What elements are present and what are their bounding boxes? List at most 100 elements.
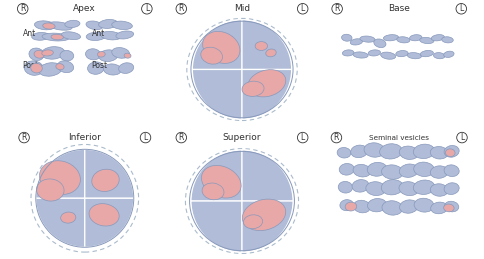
Wedge shape [36,149,85,198]
Ellipse shape [399,164,419,177]
Ellipse shape [92,169,119,191]
Wedge shape [242,201,293,252]
Text: Post: Post [91,61,108,70]
Ellipse shape [104,64,121,75]
Ellipse shape [112,48,130,58]
Ellipse shape [201,166,241,198]
Ellipse shape [61,32,80,40]
Ellipse shape [413,144,435,159]
Ellipse shape [112,21,132,30]
Ellipse shape [40,161,80,195]
Ellipse shape [116,31,134,39]
Ellipse shape [86,49,101,60]
Ellipse shape [266,49,276,57]
Text: R: R [334,133,339,142]
Ellipse shape [119,63,134,73]
Ellipse shape [353,52,368,58]
Ellipse shape [399,146,419,160]
Text: L: L [459,4,463,13]
Ellipse shape [65,20,80,27]
Ellipse shape [340,200,354,211]
Ellipse shape [47,22,72,30]
Ellipse shape [444,201,459,212]
Ellipse shape [364,143,385,157]
Ellipse shape [442,37,454,43]
Ellipse shape [353,200,370,213]
Ellipse shape [34,51,45,58]
Ellipse shape [396,51,408,57]
Ellipse shape [337,147,351,158]
Ellipse shape [420,51,433,57]
Ellipse shape [431,202,448,214]
Ellipse shape [338,182,352,193]
Wedge shape [36,198,85,247]
Ellipse shape [24,61,44,75]
Ellipse shape [352,179,369,192]
Ellipse shape [431,35,444,41]
Wedge shape [85,198,134,247]
Text: Apex: Apex [74,4,96,13]
Ellipse shape [202,183,224,200]
Ellipse shape [60,212,76,223]
Ellipse shape [351,145,368,158]
Ellipse shape [430,184,448,196]
Text: Seminal vesicles: Seminal vesicles [369,135,429,141]
Ellipse shape [420,37,434,44]
Ellipse shape [88,62,104,74]
Text: R: R [179,4,184,13]
Text: L: L [301,4,305,13]
Wedge shape [242,69,292,119]
Ellipse shape [342,50,354,56]
Ellipse shape [444,165,459,177]
Ellipse shape [86,21,103,30]
Ellipse shape [360,36,375,42]
Text: L: L [143,133,148,142]
Ellipse shape [97,52,105,57]
Ellipse shape [41,47,65,59]
Ellipse shape [36,179,64,201]
Ellipse shape [30,63,42,73]
Text: Inferior: Inferior [68,133,101,142]
Ellipse shape [383,35,398,41]
Ellipse shape [42,33,70,41]
Ellipse shape [99,50,118,61]
Ellipse shape [379,144,402,159]
Wedge shape [242,20,292,69]
Ellipse shape [201,47,223,64]
Ellipse shape [374,39,386,48]
Ellipse shape [366,182,386,196]
Ellipse shape [434,53,445,59]
Text: Mid: Mid [234,4,250,13]
Ellipse shape [345,202,357,211]
Wedge shape [192,69,242,119]
Ellipse shape [31,32,49,40]
Ellipse shape [39,63,62,76]
Ellipse shape [414,162,434,176]
Ellipse shape [409,35,422,41]
Ellipse shape [339,163,354,175]
Wedge shape [85,149,134,198]
Ellipse shape [242,81,264,96]
Ellipse shape [413,180,435,195]
Ellipse shape [86,32,106,40]
Ellipse shape [397,37,410,43]
Ellipse shape [42,50,53,56]
Text: R: R [20,4,25,13]
Ellipse shape [350,39,363,45]
Ellipse shape [51,34,63,40]
Ellipse shape [381,165,403,179]
Ellipse shape [243,215,263,229]
Ellipse shape [56,64,64,70]
Text: L: L [145,4,149,13]
Text: Post: Post [23,61,39,70]
Ellipse shape [444,204,454,212]
Ellipse shape [242,199,286,231]
Ellipse shape [248,70,286,97]
Ellipse shape [367,162,387,176]
Ellipse shape [380,52,396,59]
Ellipse shape [101,31,121,40]
Ellipse shape [203,31,240,63]
Wedge shape [191,150,242,201]
Ellipse shape [381,180,403,195]
Ellipse shape [124,53,131,58]
